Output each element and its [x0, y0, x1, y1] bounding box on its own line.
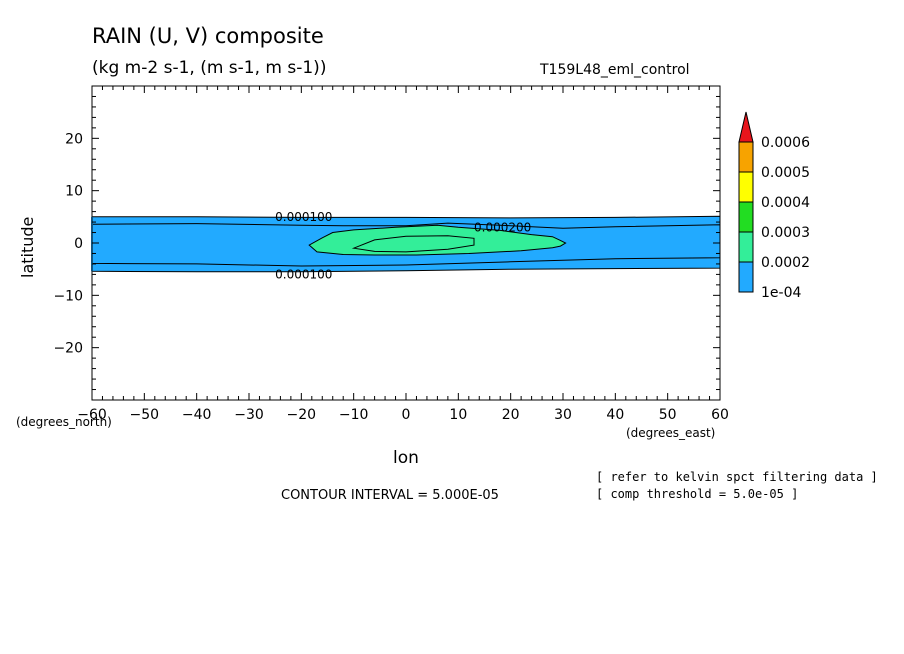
contour-interval: CONTOUR INTERVAL = 5.000E-05 — [281, 488, 499, 503]
colorbar-swatch — [738, 171, 754, 203]
x-tick-label: −60 — [77, 407, 107, 423]
x-tick-label: 10 — [449, 407, 467, 423]
x-axis-label: lon — [393, 448, 419, 468]
y-tick-label: −20 — [53, 341, 83, 357]
y-tick-label: 20 — [65, 131, 83, 147]
chart-title: RAIN (U, V) composite — [92, 24, 324, 48]
colorbar-swatch — [738, 141, 754, 173]
y-axis-label: latitude — [18, 216, 37, 278]
filter-note: [ refer to kelvin spct filtering data ] — [596, 470, 878, 484]
x-tick-label: 40 — [606, 407, 624, 423]
contour-label-2: 0.000200 — [474, 220, 531, 234]
run-label: T159L48_eml_control — [540, 62, 690, 78]
chart-subtitle: (kg m-2 s-1, (m s-1, m s-1)) — [92, 58, 327, 78]
x-tick-label: −10 — [339, 407, 369, 423]
colorbar-label: 0.0004 — [761, 195, 810, 211]
colorbar-swatch — [738, 231, 754, 263]
y-tick-label: 10 — [65, 184, 83, 200]
colorbar-swatch — [738, 261, 754, 293]
x-tick-label: 60 — [711, 407, 729, 423]
y-tick-label: 0 — [74, 236, 83, 252]
x-tick-label: 50 — [659, 407, 677, 423]
colorbar: 0.0006 0.0005 0.0004 0.0003 0.0002 1e-04 — [738, 111, 810, 301]
contour-regions: 0.000100 0.000100 0.000200 — [91, 210, 721, 281]
contour-region-3 — [351, 235, 475, 253]
contour-label-1: 0.000100 — [275, 267, 332, 281]
contour-label-0: 0.000100 — [275, 210, 332, 224]
x-tick-label: −50 — [130, 407, 160, 423]
x-tick-label: −40 — [182, 407, 212, 423]
axis-ticks: −60 −50 −40 −30 −20 −10 0 10 20 30 40 50 60 −20 −10 0 10… — [53, 85, 729, 423]
y-tick-label: −10 — [53, 288, 83, 304]
x-unit-label: (degrees_east) — [626, 426, 716, 440]
x-tick-label: −20 — [287, 407, 317, 423]
y-unit-label: (degrees_north) — [16, 415, 112, 429]
x-tick-label: −30 — [234, 407, 264, 423]
x-tick-label: 30 — [554, 407, 572, 423]
colorbar-label: 0.0006 — [761, 135, 810, 151]
colorbar-label: 0.0002 — [761, 255, 810, 271]
colorbar-swatch — [738, 201, 754, 233]
colorbar-arrow — [738, 111, 754, 143]
colorbar-label: 0.0005 — [761, 165, 810, 181]
threshold-note: [ comp threshold = 5.0e-05 ] — [596, 487, 799, 501]
x-tick-label: 0 — [402, 407, 411, 423]
x-tick-label: 20 — [502, 407, 520, 423]
colorbar-label: 0.0003 — [761, 225, 810, 241]
colorbar-label: 1e-04 — [761, 285, 801, 301]
